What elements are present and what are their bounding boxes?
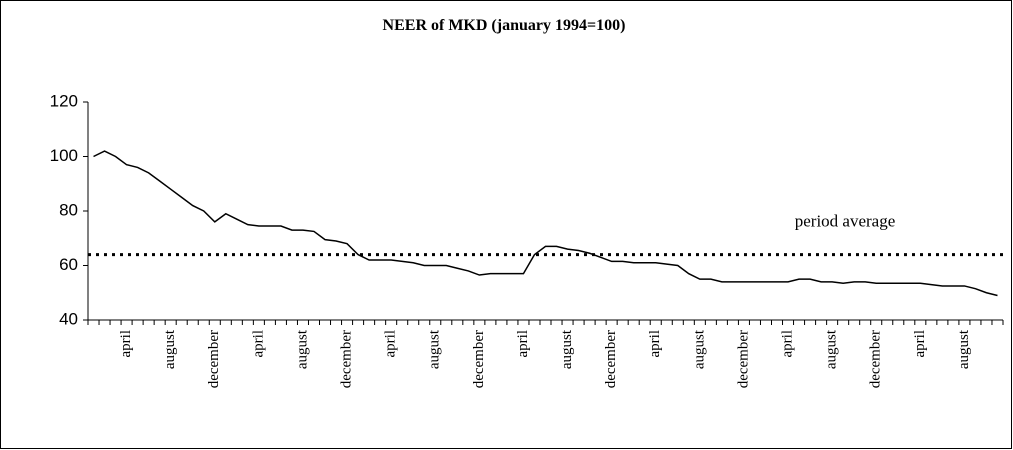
y-tick-label: 80: [59, 200, 78, 219]
x-tick-label: august: [691, 329, 707, 369]
x-tick-label: august: [559, 329, 575, 369]
x-tick-label: august: [162, 329, 178, 369]
x-tick-label: august: [956, 329, 972, 369]
x-tick-label: april: [250, 330, 266, 358]
x-tick-label: april: [515, 330, 531, 358]
x-tick-label: april: [647, 330, 663, 358]
x-tick-label: december: [471, 330, 487, 388]
x-tick-label: april: [383, 330, 399, 358]
x-tick-label: april: [912, 330, 928, 358]
x-tick-label: december: [735, 330, 751, 388]
x-tick-label: december: [603, 330, 619, 388]
y-tick-label: 40: [59, 309, 78, 328]
x-tick-label: august: [427, 329, 443, 369]
x-tick-label: december: [339, 330, 355, 388]
data-line: [93, 150, 998, 297]
x-tick-label: april: [779, 330, 795, 358]
average-label: period average: [795, 212, 896, 231]
x-tick-label: april: [118, 330, 134, 358]
y-tick-label: 60: [59, 255, 78, 274]
y-tick-label: 100: [50, 146, 78, 165]
x-tick-label: december: [206, 330, 222, 388]
x-tick-label: august: [824, 329, 840, 369]
x-tick-label: august: [294, 329, 310, 369]
chart-title: NEER of MKD (january 1994=100): [383, 17, 626, 34]
x-tick-label: december: [868, 330, 884, 388]
y-tick-label: 120: [50, 91, 78, 110]
